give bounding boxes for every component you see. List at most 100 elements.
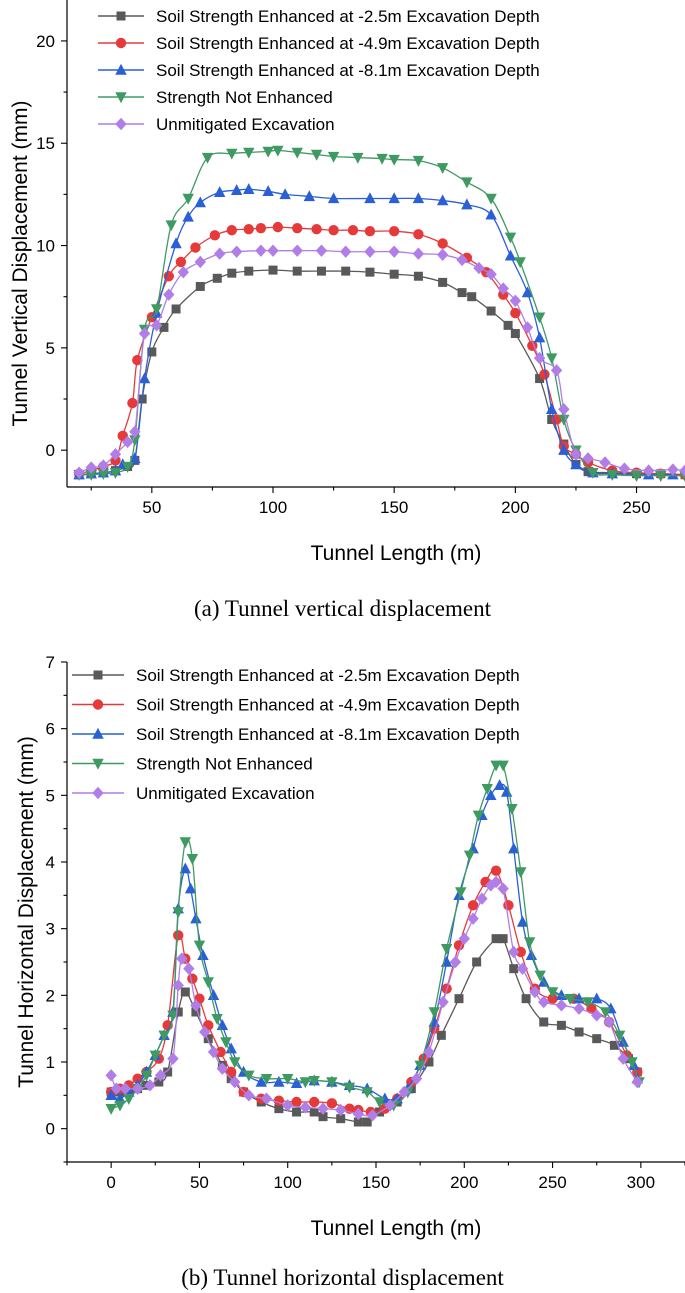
data-point [389,269,399,279]
data-point [121,461,134,473]
data-point [398,1085,410,1099]
data-point [255,244,267,257]
data-point [570,448,582,461]
data-point [533,331,546,343]
series-line [79,188,673,476]
data-point [129,452,141,464]
data-point [510,329,520,339]
data-point [410,1072,423,1085]
data-point [555,999,568,1012]
data-point [388,226,400,237]
data-point [158,1030,170,1042]
data-point [455,887,467,899]
data-point [481,783,493,795]
data-point [260,1073,273,1085]
data-point [521,994,531,1004]
series-line [110,760,640,1110]
legend-label: Soil Strength Enhanced at -2.5m Excavati… [136,666,520,685]
data-point [132,354,143,366]
data-point [606,470,618,481]
data-point [129,425,141,438]
data-point [97,468,110,480]
data-point [556,1020,566,1030]
legend-item: Soil Strength Enhanced at -2.5m Excavati… [72,666,520,685]
data-point [436,1030,446,1040]
data-point [147,347,157,357]
data-point [667,463,679,476]
data-point [279,188,291,200]
x-tick-label: 100 [274,1173,302,1192]
legend-label: Soil Strength Enhanced at -2.5m Excavati… [156,7,540,26]
data-point [497,882,509,895]
data-point [533,312,546,324]
legend-item: Unmitigated Excavation [72,784,315,803]
data-point [182,193,194,205]
data-point [213,247,226,260]
data-point [291,1096,302,1108]
data-point [515,867,527,879]
data-point [267,244,279,257]
y-tick-label: 1 [46,1053,55,1072]
data-point [463,850,476,862]
data-point [212,273,222,283]
data-point [154,1069,167,1082]
data-point [194,255,206,269]
data-point [373,1097,386,1109]
data-point [186,853,199,865]
x-tick-label: 100 [259,498,287,517]
data-point [476,892,488,905]
data-point [642,464,655,477]
data-point [558,443,570,455]
data-point [73,466,85,479]
data-point [457,288,467,298]
data-point [592,1034,602,1044]
x-tick-label: 200 [450,1173,478,1192]
data-point [490,875,502,889]
data-point [414,1060,426,1072]
data-point [291,147,303,159]
legend-item: Soil Strength Enhanced at -2.5m Excavati… [98,7,540,26]
data-point [292,266,302,276]
data-point [172,979,184,992]
data-point [453,940,465,951]
legend-label: Unmitigated Excavation [156,115,335,134]
data-point [508,842,520,854]
data-point [127,397,138,409]
data-point [364,245,376,258]
data-point [109,467,122,479]
data-point [194,196,206,208]
data-point [317,1102,329,1115]
data-point [529,985,541,999]
legend-marker [115,92,127,104]
data-point [179,837,192,849]
data-point [655,471,667,482]
data-point [207,989,220,1001]
data-point [618,462,631,475]
data-point [171,304,181,314]
data-point [467,900,479,911]
legend: Soil Strength Enhanced at -2.5m Excavati… [98,7,540,134]
caption-vertical-displacement: (a) Tunnel vertical displacement [193,596,491,621]
series-not-enh [105,760,645,1115]
data-point [243,1089,255,1102]
data-point [315,244,328,257]
plot-area [73,145,685,482]
series-line [110,783,638,1101]
data-point [436,163,449,174]
data-point [539,1017,549,1027]
chart-vertical-displacement: 50 100 150 200 250 0 5 10 15 20 Tunnel Length (m) T… [9,0,685,565]
data-point [413,229,424,240]
data-point [573,1002,585,1015]
series-enh-8-1 [73,183,679,480]
data-point [105,1103,117,1115]
y-tick-label: 10 [36,237,55,256]
data-point [274,1104,284,1114]
data-point [316,266,326,276]
data-point [272,221,284,233]
data-point [366,1109,379,1122]
data-point [149,1050,161,1062]
legend-marker [92,786,104,800]
data-point [310,149,323,161]
data-point [503,320,513,330]
data-point [326,1098,338,1109]
